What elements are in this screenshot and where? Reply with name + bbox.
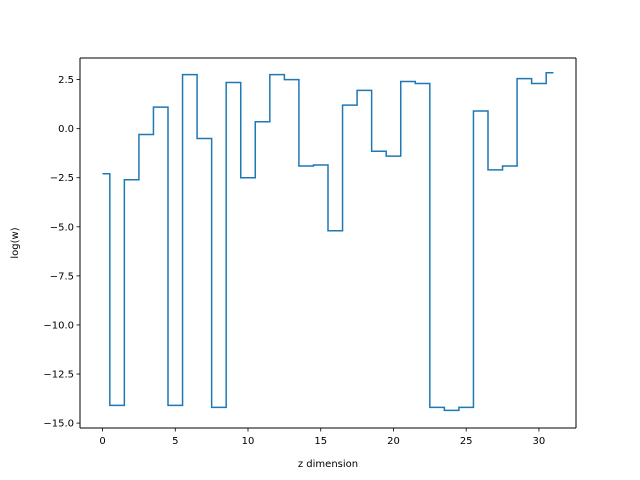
y-tick-label: 2.5 — [58, 75, 74, 86]
y-tick-label: −12.5 — [43, 370, 74, 381]
x-tick-label: 5 — [172, 436, 178, 447]
y-tick-label: −5.0 — [50, 222, 74, 233]
axes-frame — [79, 57, 577, 429]
y-tick-label: −7.5 — [50, 271, 74, 282]
x-tick-label: 10 — [242, 436, 255, 447]
x-tick-label: 15 — [314, 436, 327, 447]
y-axis-ticks: 2.5 0.0 −2.5 −5.0 −7.5 −10.0 −12.5 −15.0 — [43, 75, 80, 430]
y-tick-label: 0.0 — [58, 124, 74, 135]
series-line-0 — [102, 71, 554, 412]
y-axis-label: log(w) — [10, 227, 21, 258]
x-tick-label: 0 — [99, 436, 105, 447]
plot-area — [80, 58, 576, 428]
y-tick-label: −15.0 — [43, 419, 74, 430]
y-tick-label: −10.0 — [43, 320, 74, 331]
x-axis-label: z dimension — [298, 459, 358, 470]
x-axis-ticks: 0 5 10 15 20 25 30 — [99, 428, 545, 447]
y-tick-label: −2.5 — [50, 173, 74, 184]
x-tick-label: 25 — [460, 436, 473, 447]
x-tick-label: 30 — [533, 436, 546, 447]
series-layer — [102, 71, 554, 412]
x-tick-label: 20 — [387, 436, 400, 447]
